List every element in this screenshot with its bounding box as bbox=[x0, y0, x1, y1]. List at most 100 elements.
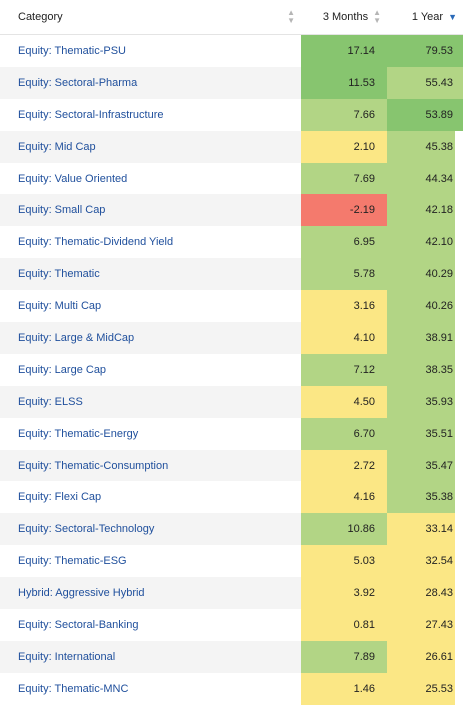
cell-edge-highlight bbox=[455, 66, 463, 99]
return-3-months-cell: 4.10 bbox=[301, 322, 387, 354]
table-row[interactable]: Equity: Flexi Cap 4.16 35.38 bbox=[0, 481, 463, 514]
category-link[interactable]: Equity: Sectoral-Technology bbox=[0, 513, 301, 546]
category-link[interactable]: Equity: Thematic-PSU bbox=[0, 34, 301, 67]
table-row[interactable]: Equity: Thematic-PSU 17.14 79.53 bbox=[0, 34, 463, 67]
category-link[interactable]: Equity: Value Oriented bbox=[0, 162, 301, 195]
return-1-year-value: 42.10 bbox=[425, 236, 453, 249]
return-1-year-value: 53.89 bbox=[425, 108, 453, 121]
cell-edge-highlight bbox=[455, 98, 463, 131]
return-3-months-cell: 17.14 bbox=[301, 34, 387, 67]
table-row[interactable]: Equity: Thematic 5.78 40.29 bbox=[0, 258, 463, 291]
table-row[interactable]: Equity: Sectoral-Technology 10.86 33.14 bbox=[0, 513, 463, 546]
sort-descending-icon[interactable]: ▼ bbox=[448, 12, 457, 22]
return-3-months-cell: 3.92 bbox=[301, 577, 387, 610]
category-link[interactable]: Equity: Large & MidCap bbox=[0, 322, 301, 354]
column-header-category[interactable]: Category ▲ ▼ bbox=[0, 0, 301, 35]
table-row[interactable]: Equity: ELSS 4.50 35.93 bbox=[0, 385, 463, 418]
cell-edge-highlight bbox=[455, 194, 463, 227]
category-link[interactable]: Equity: ELSS bbox=[0, 385, 301, 418]
table-row[interactable]: Equity: Small Cap -2.19 42.18 bbox=[0, 194, 463, 227]
table-body: Equity: Thematic-PSU 17.14 79.53 Equity: Se… bbox=[0, 34, 463, 705]
cell-edge-highlight bbox=[455, 577, 463, 610]
category-link[interactable]: Equity: International bbox=[0, 640, 301, 673]
category-link[interactable]: Equity: Multi Cap bbox=[0, 290, 301, 323]
category-link[interactable]: Equity: Thematic-Consumption bbox=[0, 449, 301, 482]
category-link[interactable]: Equity: Small Cap bbox=[0, 194, 301, 227]
table-row[interactable]: Equity: Thematic-Consumption 2.72 35.47 bbox=[0, 449, 463, 482]
return-1-year-value: 26.61 bbox=[425, 650, 453, 663]
return-1-year-cell: 38.35 bbox=[387, 353, 463, 386]
return-1-year-cell: 25.53 bbox=[387, 672, 463, 705]
cell-edge-highlight bbox=[455, 130, 463, 163]
return-1-year-value: 40.26 bbox=[425, 300, 453, 313]
return-1-year-value: 40.29 bbox=[425, 268, 453, 281]
return-1-year-cell: 45.38 bbox=[387, 130, 463, 163]
category-link[interactable]: Equity: Mid Cap bbox=[0, 130, 301, 163]
return-1-year-cell: 27.43 bbox=[387, 609, 463, 641]
cell-edge-highlight bbox=[455, 353, 463, 386]
return-3-months-cell: 3.16 bbox=[301, 290, 387, 323]
cell-edge-highlight bbox=[455, 290, 463, 323]
column-header-3-months[interactable]: 3 Months ▲ ▼ bbox=[301, 0, 387, 35]
category-link[interactable]: Equity: Thematic-MNC bbox=[0, 672, 301, 705]
return-1-year-cell: 79.53 bbox=[387, 34, 463, 67]
return-1-year-cell: 35.47 bbox=[387, 449, 463, 482]
sort-icon[interactable]: ▲ ▼ bbox=[373, 8, 381, 25]
return-3-months-cell: 10.86 bbox=[301, 513, 387, 546]
sort-icon[interactable]: ▲ ▼ bbox=[287, 8, 295, 25]
category-link[interactable]: Equity: Thematic-ESG bbox=[0, 545, 301, 578]
category-link[interactable]: Equity: Thematic-Dividend Yield bbox=[0, 226, 301, 259]
cell-edge-highlight bbox=[455, 640, 463, 673]
return-3-months-cell: 6.70 bbox=[301, 417, 387, 450]
return-3-months-cell: 4.50 bbox=[301, 385, 387, 418]
return-1-year-cell: 35.93 bbox=[387, 385, 463, 418]
cell-edge-highlight bbox=[455, 35, 463, 67]
table-row[interactable]: Hybrid: Aggressive Hybrid 3.92 28.43 bbox=[0, 577, 463, 610]
category-link[interactable]: Hybrid: Aggressive Hybrid bbox=[0, 577, 301, 610]
category-link[interactable]: Equity: Thematic bbox=[0, 258, 301, 291]
category-link[interactable]: Equity: Sectoral-Banking bbox=[0, 609, 301, 641]
category-link[interactable]: Equity: Sectoral-Infrastructure bbox=[0, 98, 301, 131]
table-row[interactable]: Equity: Multi Cap 3.16 40.26 bbox=[0, 290, 463, 323]
category-link[interactable]: Equity: Thematic-Energy bbox=[0, 417, 301, 450]
column-header-1-year-label: 1 Year bbox=[411, 11, 444, 23]
return-3-months-cell: 0.81 bbox=[301, 609, 387, 641]
cell-edge-highlight bbox=[455, 162, 463, 195]
column-header-category-label: Category bbox=[18, 11, 63, 23]
return-1-year-value: 44.34 bbox=[425, 172, 453, 185]
table-row[interactable]: Equity: International 7.89 26.61 bbox=[0, 640, 463, 673]
table-row[interactable]: Equity: Sectoral-Banking 0.81 27.43 bbox=[0, 609, 463, 641]
return-1-year-cell: 40.29 bbox=[387, 258, 463, 291]
table-row[interactable]: Equity: Sectoral-Infrastructure 7.66 53.89 bbox=[0, 98, 463, 131]
return-1-year-value: 55.43 bbox=[425, 76, 453, 89]
table-header-row: Category ▲ ▼ 3 Months ▲ ▼ 1 Year ▼ bbox=[0, 0, 463, 35]
return-1-year-value: 79.53 bbox=[425, 44, 453, 57]
cell-edge-highlight bbox=[455, 481, 463, 514]
return-1-year-value: 35.93 bbox=[425, 395, 453, 408]
cell-edge-highlight bbox=[455, 449, 463, 482]
table-row[interactable]: Equity: Thematic-Energy 6.70 35.51 bbox=[0, 417, 463, 450]
table-row[interactable]: Equity: Large & MidCap 4.10 38.91 bbox=[0, 322, 463, 354]
return-1-year-cell: 55.43 bbox=[387, 66, 463, 99]
category-link[interactable]: Equity: Flexi Cap bbox=[0, 481, 301, 514]
table-row[interactable]: Equity: Sectoral-Pharma 11.53 55.43 bbox=[0, 66, 463, 99]
cell-edge-highlight bbox=[455, 545, 463, 578]
return-3-months-cell: 5.78 bbox=[301, 258, 387, 291]
return-3-months-cell: 5.03 bbox=[301, 545, 387, 578]
category-link[interactable]: Equity: Large Cap bbox=[0, 353, 301, 386]
table-row[interactable]: Equity: Thematic-MNC 1.46 25.53 bbox=[0, 672, 463, 705]
return-3-months-cell: -2.19 bbox=[301, 194, 387, 227]
return-1-year-cell: 32.54 bbox=[387, 545, 463, 578]
table-row[interactable]: Equity: Large Cap 7.12 38.35 bbox=[0, 353, 463, 386]
table-row[interactable]: Equity: Mid Cap 2.10 45.38 bbox=[0, 130, 463, 163]
return-1-year-value: 27.43 bbox=[425, 618, 453, 631]
column-header-1-year[interactable]: 1 Year ▼ bbox=[387, 0, 463, 35]
table-row[interactable]: Equity: Thematic-Dividend Yield 6.95 42.10 bbox=[0, 226, 463, 259]
return-3-months-cell: 7.89 bbox=[301, 640, 387, 673]
table-row[interactable]: Equity: Thematic-ESG 5.03 32.54 bbox=[0, 545, 463, 578]
cell-edge-highlight bbox=[455, 385, 463, 418]
table-row[interactable]: Equity: Value Oriented 7.69 44.34 bbox=[0, 162, 463, 195]
cell-edge-highlight bbox=[455, 672, 463, 705]
category-link[interactable]: Equity: Sectoral-Pharma bbox=[0, 66, 301, 99]
